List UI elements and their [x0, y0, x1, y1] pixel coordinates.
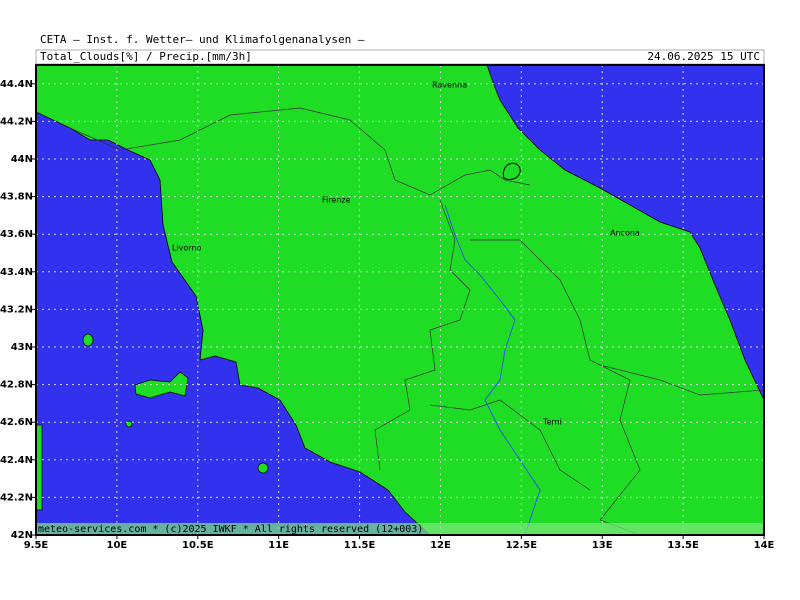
- lat-tick-label: 43.4N: [0, 267, 33, 278]
- lon-tick-label: 10.5E: [182, 540, 214, 551]
- elba: [134, 371, 189, 399]
- lat-tick-label: 42.4N: [0, 455, 33, 466]
- lat-tick-label: 43.6N: [0, 229, 33, 240]
- river: [444, 204, 541, 536]
- footer: meteo-services.com * (c)2025 IWKF * All …: [38, 524, 423, 535]
- city-label: Ravenna: [432, 81, 467, 90]
- lat-tick-label: 44.2N: [0, 116, 33, 127]
- lon-tick-label: 11E: [268, 540, 289, 551]
- lon-tick-label: 10E: [107, 540, 128, 551]
- island: [257, 462, 269, 474]
- lon-tick-label: 14E: [754, 540, 775, 551]
- lat-tick-label: 42.6N: [0, 417, 33, 428]
- region-border: [470, 239, 641, 536]
- footer-band: [36, 523, 764, 535]
- lat-tick-label: 44.4N: [0, 79, 33, 90]
- lat-tick-label: 43.2N: [0, 304, 33, 315]
- map: Ravenna Firenze Livorno Ancona Terni met…: [35, 64, 765, 536]
- region-border: [599, 364, 765, 396]
- city-label: Livorno: [172, 244, 202, 253]
- lon-tick-label: 12E: [430, 540, 451, 551]
- enclave-border: [502, 162, 521, 181]
- lon-tick-label: 11.5E: [344, 540, 376, 551]
- region-border: [374, 199, 471, 471]
- city-label: Firenze: [322, 196, 351, 205]
- lat-tick-label: 43.8N: [0, 192, 33, 203]
- lat-tick-label: 44N: [11, 154, 33, 165]
- lat-tick-label: 42.2N: [0, 492, 33, 503]
- header-institute: CETA — Inst. f. Wetter— und Klimafolgena…: [40, 33, 365, 46]
- header-field: Total_Clouds[%] / Precip.[mm/3h]: [40, 50, 252, 63]
- lon-tick-label: 13E: [592, 540, 613, 551]
- city-label: Ancona: [610, 229, 640, 238]
- lat-tick-label: 42N: [11, 530, 33, 541]
- region-border: [429, 399, 591, 491]
- map-frame: [35, 64, 765, 536]
- region-border: [69, 107, 531, 196]
- lon-tick-label: 12.5E: [506, 540, 538, 551]
- lon-tick-label: 13.5E: [667, 540, 699, 551]
- lat-tick-label: 42.8N: [0, 380, 33, 391]
- island: [82, 333, 94, 347]
- header-valid: 24.06.2025 15 UTC: [647, 50, 760, 63]
- land: [35, 64, 765, 536]
- city-label: Terni: [542, 418, 562, 427]
- lat-tick-label: 43N: [11, 342, 33, 353]
- lon-tick-label: 9.5E: [24, 540, 49, 551]
